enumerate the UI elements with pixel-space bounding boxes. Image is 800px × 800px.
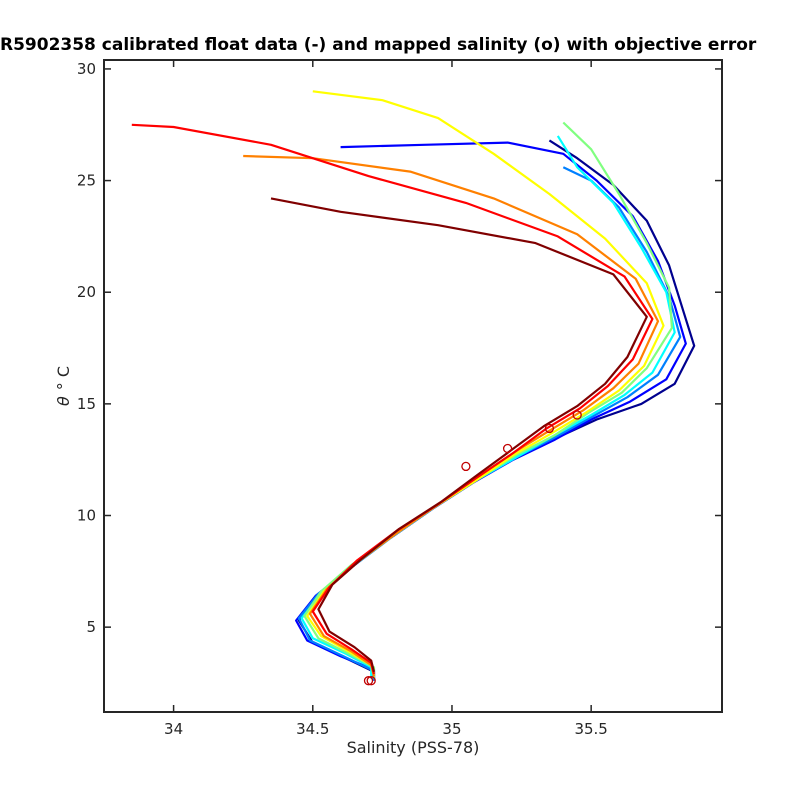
y-tick-label: 15 — [77, 395, 96, 413]
y-tick-label: 30 — [77, 60, 96, 78]
series-line-4 — [300, 135, 676, 679]
series-line-6 — [306, 90, 665, 677]
y-axis-label: θ ° C — [54, 366, 73, 406]
y-tick-label: 10 — [77, 507, 96, 525]
data-layer — [131, 90, 696, 686]
axis-layer: 34 34.5 35 35.5 5 10 15 20 25 30 — [77, 60, 722, 738]
y-axis-label-unit: ° C — [54, 366, 73, 390]
x-tick-label: 35 — [442, 720, 461, 738]
x-tick-label: 35.5 — [574, 720, 607, 738]
mapped-salinity-point-6 — [572, 410, 582, 420]
x-tick-label: 34.5 — [296, 720, 329, 738]
series-line-5 — [303, 121, 673, 679]
mapped-salinity-point-3 — [461, 461, 471, 472]
chart-title: R5902358 calibrated float data (-) and m… — [0, 35, 757, 55]
plot-frame — [103, 59, 723, 713]
y-tick-label: 25 — [77, 172, 96, 190]
x-axis-label: Salinity (PSS-78) — [347, 738, 480, 757]
y-axis-label-symbol: θ — [54, 396, 73, 406]
mapped-salinity-point-2 — [363, 676, 374, 686]
x-tick-label: 34 — [164, 720, 183, 738]
series-line-8 — [131, 123, 654, 675]
y-tick-label: 20 — [77, 283, 96, 301]
series-line-2 — [295, 141, 687, 679]
mapped-salinity-point-1 — [366, 676, 376, 686]
plot-area — [104, 60, 722, 712]
mapped-salinity-point-4 — [502, 443, 513, 454]
mapped-salinity-point-5 — [544, 423, 555, 434]
series-line-7 — [243, 154, 660, 677]
y-tick-label: 5 — [86, 618, 96, 636]
